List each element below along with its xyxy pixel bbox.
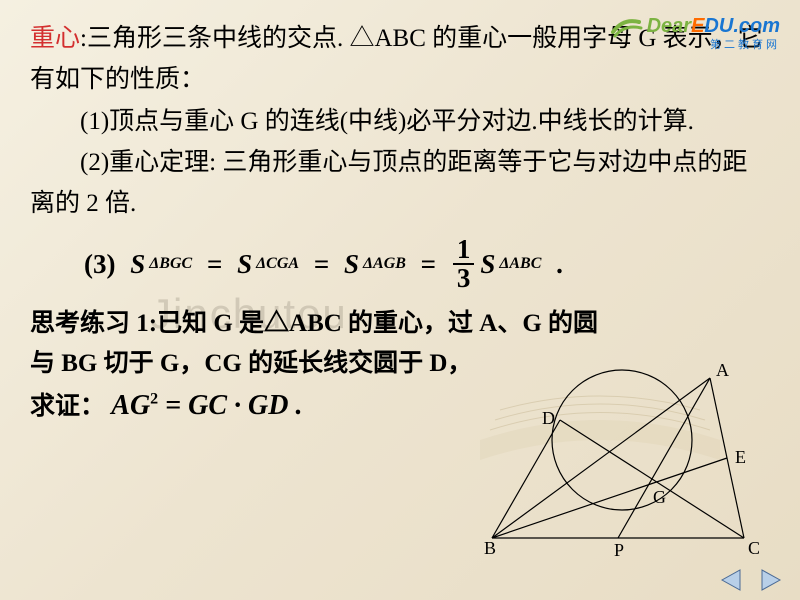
logo-text-2: E bbox=[691, 15, 704, 37]
logo-text-1: Dear bbox=[647, 15, 691, 37]
svg-text:E: E bbox=[735, 447, 746, 467]
property-2: (2)重心定理: 三角形重心与顶点的距离等于它与对边中点的距离的 2 倍. bbox=[30, 142, 770, 225]
svg-text:A: A bbox=[716, 360, 729, 380]
svg-text:G: G bbox=[653, 487, 666, 507]
title-centroid: 重心 bbox=[30, 25, 80, 52]
prev-button[interactable] bbox=[718, 568, 744, 592]
logo-text-3: DU bbox=[704, 15, 733, 37]
exercise-label: 思考练习 1: bbox=[30, 310, 157, 337]
property-1: (1)顶点与重心 G 的连线(中线)必平分对边.中线长的计算. bbox=[30, 101, 770, 142]
fraction-one-third: 1 3 bbox=[453, 236, 475, 292]
p3-number: (3) bbox=[84, 249, 115, 280]
svg-text:B: B bbox=[484, 538, 496, 558]
nav-buttons bbox=[718, 568, 784, 592]
geometry-diagram: A B C D E G P bbox=[482, 360, 762, 560]
next-button[interactable] bbox=[758, 568, 784, 592]
property-3-formula: (3) SΔBGC = SΔCGA = SΔAGB = 1 3 SΔABC . bbox=[84, 236, 770, 292]
equation-to-prove: AG2 = GC · GD . bbox=[111, 390, 302, 421]
site-logo: DearEDU.com 第二教育网 bbox=[611, 14, 780, 52]
svg-text:P: P bbox=[614, 540, 624, 560]
svg-text:C: C bbox=[748, 538, 760, 558]
svg-text:D: D bbox=[542, 408, 555, 428]
logo-swoosh-icon bbox=[611, 14, 643, 38]
logo-subtitle: 第二教育网 bbox=[611, 36, 780, 52]
logo-text-4: .com bbox=[733, 15, 780, 37]
